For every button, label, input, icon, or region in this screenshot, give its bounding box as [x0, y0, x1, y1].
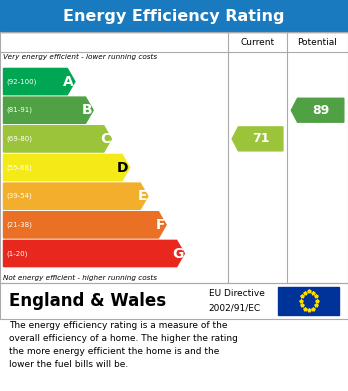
Text: EU Directive: EU Directive: [209, 289, 265, 298]
Text: (81-91): (81-91): [6, 107, 32, 113]
Text: 71: 71: [252, 133, 269, 145]
Polygon shape: [3, 183, 148, 209]
Bar: [0, 283, 348, 319]
Text: England & Wales: England & Wales: [9, 292, 166, 310]
Polygon shape: [3, 212, 166, 238]
Text: Very energy efficient - lower running costs: Very energy efficient - lower running co…: [3, 54, 158, 60]
Text: The energy efficiency rating is a measure of the
overall efficiency of a home. T: The energy efficiency rating is a measur…: [9, 321, 238, 369]
Text: (39-54): (39-54): [6, 193, 32, 199]
Text: (55-68): (55-68): [6, 164, 32, 171]
Text: Current: Current: [240, 38, 275, 47]
Text: C: C: [100, 132, 110, 146]
Text: 89: 89: [312, 104, 329, 117]
Polygon shape: [3, 126, 111, 152]
Polygon shape: [3, 154, 130, 181]
Text: Energy Efficiency Rating: Energy Efficiency Rating: [63, 9, 285, 23]
Text: (92-100): (92-100): [6, 78, 37, 85]
Polygon shape: [3, 68, 75, 95]
Bar: [0, 0, 348, 32]
Bar: [0, 32, 348, 283]
Bar: [0, 283, 348, 319]
Text: Not energy efficient - higher running costs: Not energy efficient - higher running co…: [3, 275, 158, 281]
Text: G: G: [172, 246, 183, 260]
Polygon shape: [3, 97, 93, 124]
Bar: [0, 32, 348, 283]
Bar: [278, 287, 339, 315]
Text: Potential: Potential: [298, 38, 338, 47]
Text: B: B: [81, 103, 92, 117]
Text: (1-20): (1-20): [6, 250, 27, 257]
Text: (21-38): (21-38): [6, 222, 32, 228]
Text: A: A: [63, 75, 74, 89]
Text: (69-80): (69-80): [6, 136, 32, 142]
Polygon shape: [3, 240, 184, 267]
Polygon shape: [232, 127, 283, 151]
Text: E: E: [137, 189, 147, 203]
Text: F: F: [156, 218, 165, 232]
Text: D: D: [117, 161, 129, 174]
Polygon shape: [291, 98, 344, 122]
Text: 2002/91/EC: 2002/91/EC: [209, 303, 261, 312]
